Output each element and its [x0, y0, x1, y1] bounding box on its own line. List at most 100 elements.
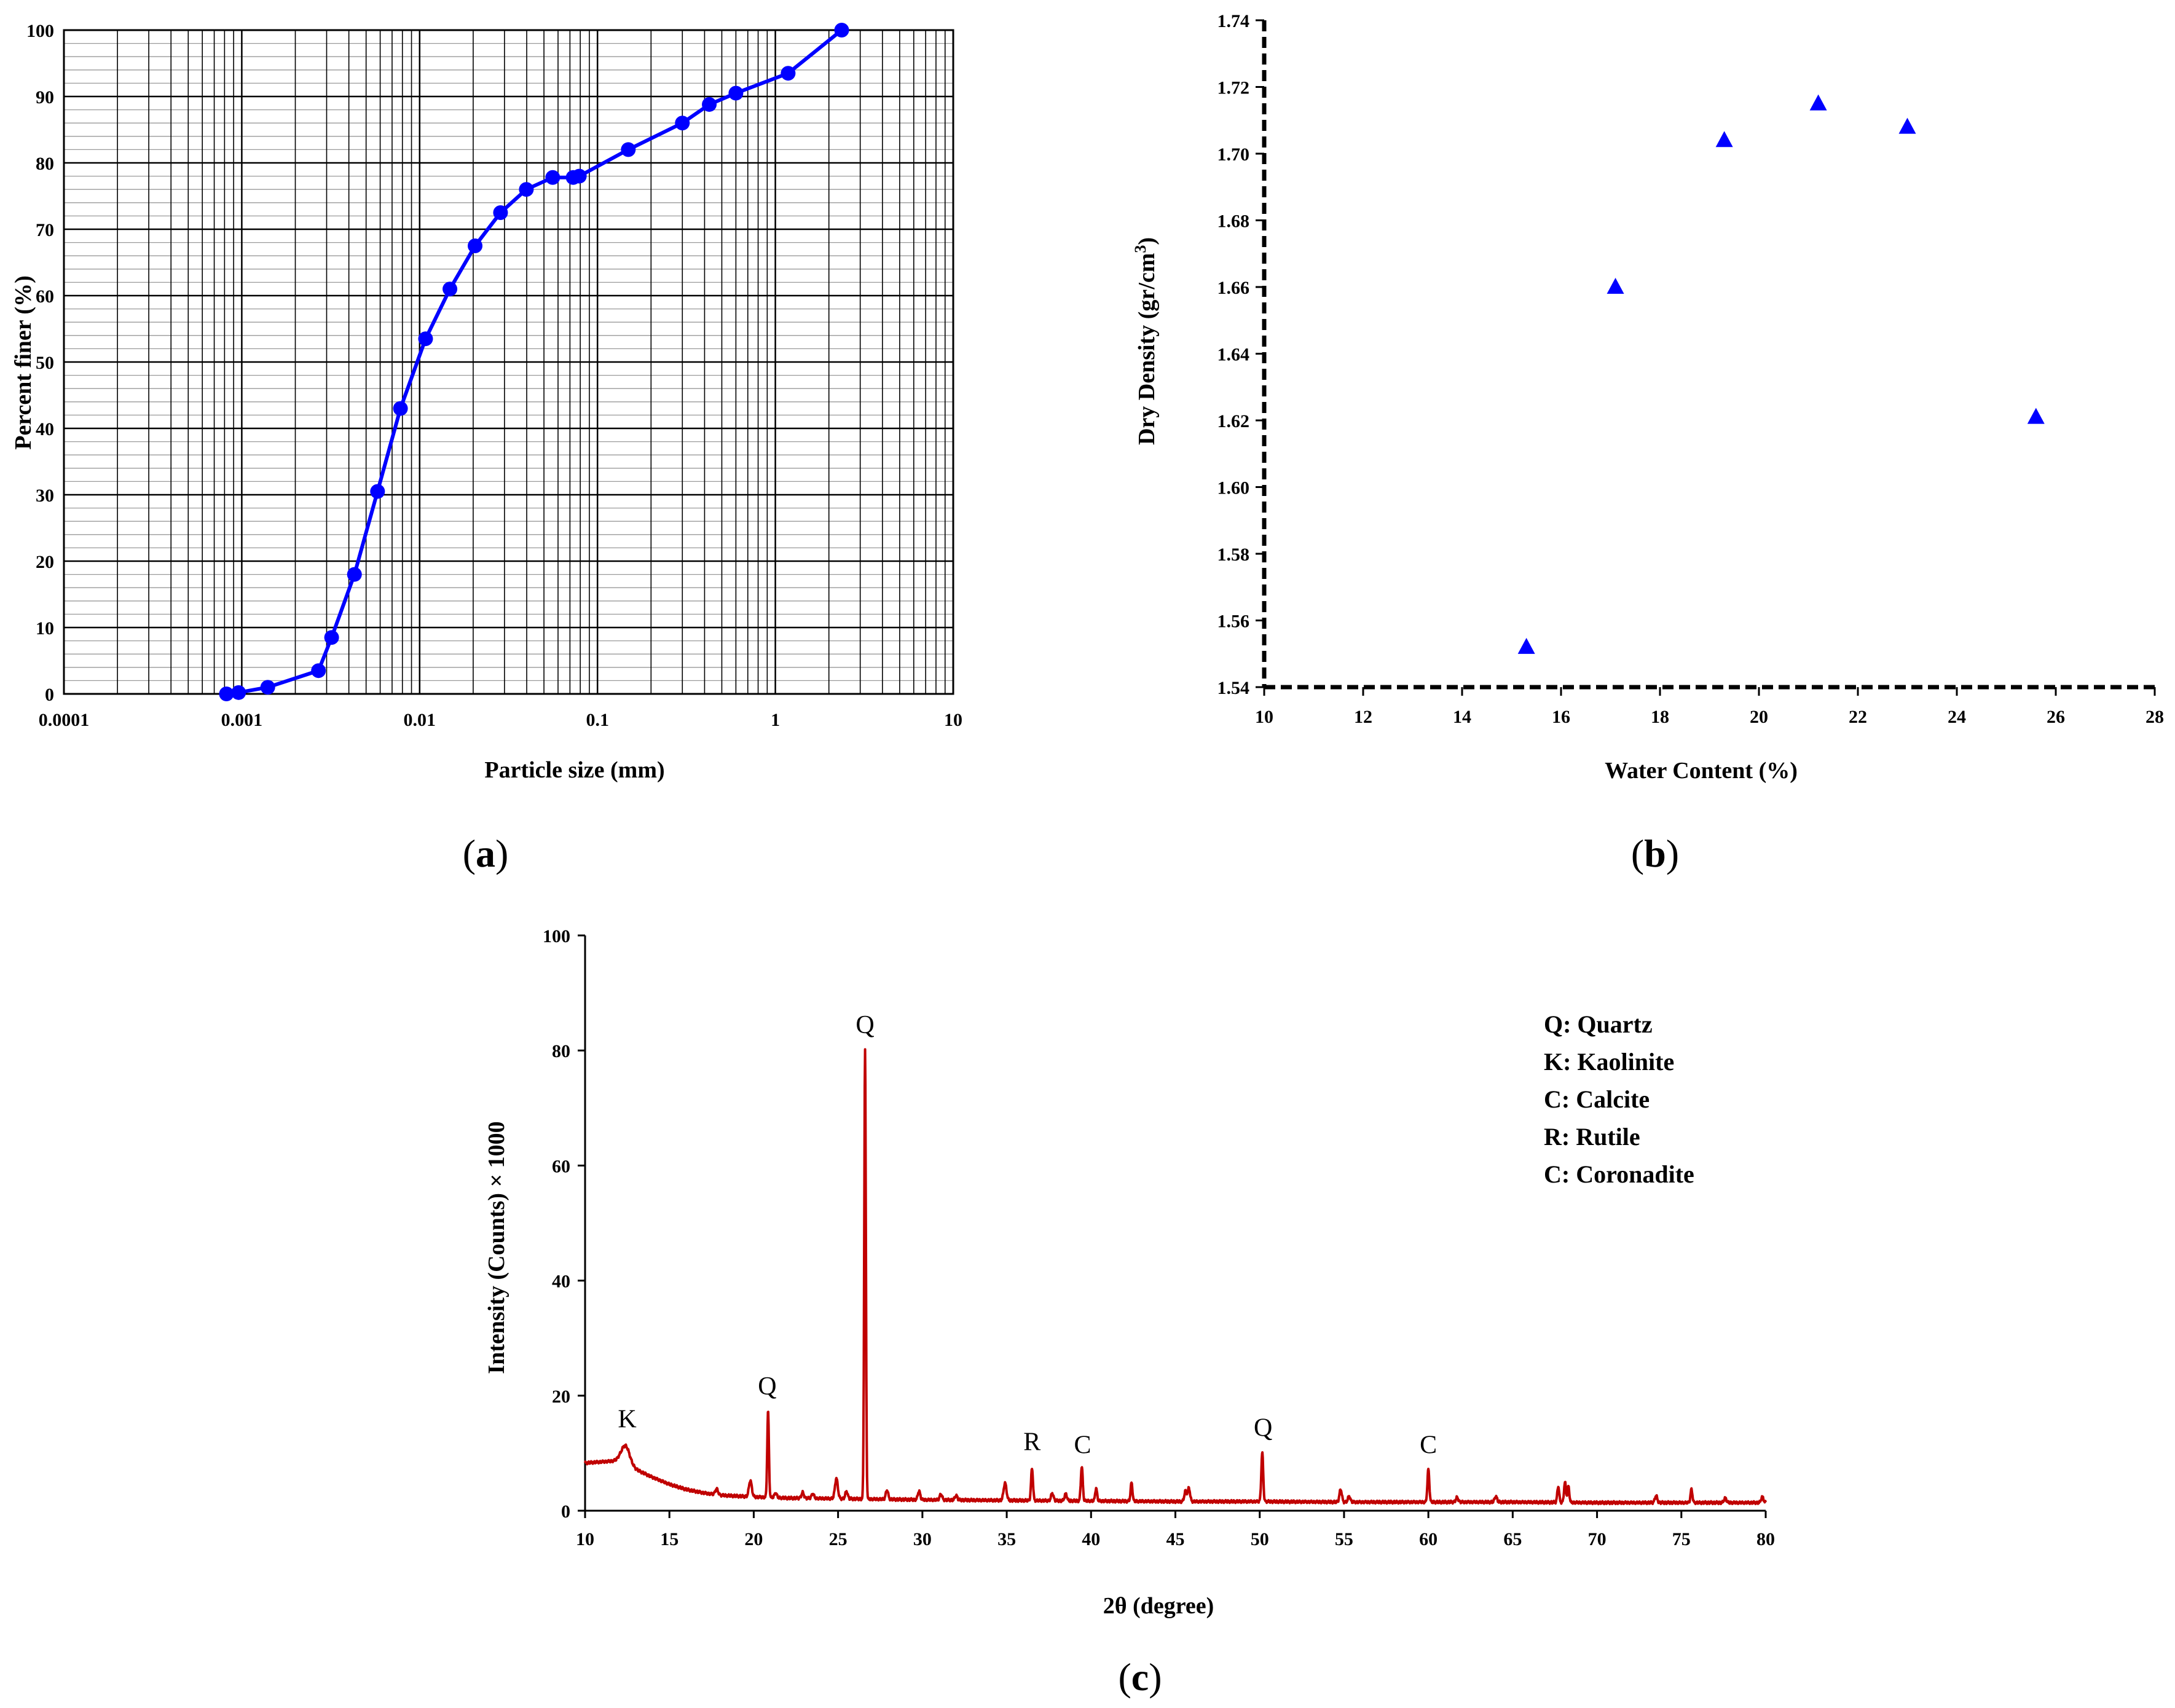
chart-b-xtick: 22: [1849, 707, 1867, 727]
chart-b-ytick: 1.66: [1217, 278, 1250, 298]
chart-a-gradation: 0.0001 0.001 0.01 0.1 1 100102030405060708090…: [10, 21, 962, 875]
chart-b-xtick: 16: [1552, 707, 1570, 727]
chart-a-point: [834, 23, 849, 37]
chart-a-point: [393, 401, 408, 416]
chart-c-xrd: 10 15 20 25 30 35 40 45 50 55 60 65 70 75 80 0 20 40 60 80 1…: [484, 926, 1775, 1699]
chart-c-xtick: 80: [1756, 1529, 1775, 1549]
chart-b-point: [1607, 278, 1624, 294]
chart-c-panel-label: (c): [1118, 1655, 1162, 1699]
chart-c-legend: Q: Quartz K: Kaolinite C: Calcite R: Rutile…: [1544, 1010, 1694, 1188]
chart-b-ytick: 1.74: [1217, 11, 1250, 31]
chart-a-point: [219, 687, 234, 701]
chart-a-ytick: 10: [36, 618, 54, 639]
chart-c-ytick: 40: [552, 1272, 570, 1292]
chart-c-peak-label: Q: [855, 1011, 874, 1039]
chart-a-point: [621, 142, 636, 157]
chart-b-ytick: 1.58: [1217, 545, 1250, 565]
chart-c-peak-label: Q: [1254, 1414, 1272, 1442]
chart-b-xlabel: Water Content (%): [1605, 758, 1798, 784]
chart-c-ytick: 100: [543, 926, 570, 946]
chart-c-xtick: 45: [1166, 1529, 1185, 1549]
chart-b-ylabel: Dry Density (gr/cm3): [1131, 237, 1160, 445]
chart-a-ytick: 30: [36, 486, 54, 506]
chart-b-xtick: 10: [1255, 707, 1273, 727]
chart-c-ytick: 80: [552, 1041, 570, 1061]
chart-b-series: [1517, 94, 2045, 654]
chart-a-point: [493, 205, 508, 220]
chart-b-point: [1809, 94, 1827, 111]
chart-a-point: [260, 680, 275, 695]
chart-c-xtick: 70: [1588, 1529, 1607, 1549]
chart-a-point: [370, 484, 385, 499]
chart-c-ytick: 60: [552, 1156, 570, 1176]
chart-c-ytick: 20: [552, 1387, 570, 1407]
chart-c-legend-entry: K: Kaolinite: [1544, 1048, 1674, 1076]
chart-b-point: [1715, 131, 1733, 148]
chart-a-xlabel: Particle size (mm): [484, 757, 664, 783]
chart-a-ytick: 20: [36, 552, 54, 572]
chart-c-xtick: 40: [1082, 1529, 1100, 1549]
chart-a-point: [418, 331, 433, 347]
chart-b-ytick: 1.60: [1217, 478, 1250, 498]
chart-c-xtick: 15: [660, 1529, 678, 1549]
chart-a-point: [442, 281, 458, 297]
chart-a-point: [781, 66, 796, 81]
chart-a-xtick: 10: [944, 710, 962, 730]
chart-a-point: [519, 182, 534, 197]
chart-c-xlabel: 2θ (degree): [1103, 1593, 1214, 1619]
chart-a-ytick: 80: [36, 154, 54, 174]
chart-a-point: [572, 168, 587, 184]
chart-c-legend-entry: Q: Quartz: [1544, 1010, 1653, 1038]
chart-b-ytick: 1.64: [1217, 345, 1250, 365]
chart-b-xtick: 14: [1453, 707, 1471, 727]
chart-b-point: [1517, 637, 1535, 654]
chart-c-ylabel: Intensity (Counts) × 1000: [484, 1121, 509, 1374]
chart-a-point: [468, 238, 483, 253]
chart-c-xtick: 65: [1503, 1529, 1522, 1549]
chart-b-xtick: 26: [2047, 707, 2065, 727]
chart-a-point: [702, 96, 717, 112]
chart-c-xtick: 55: [1335, 1529, 1353, 1549]
chart-c-xtick: 60: [1419, 1529, 1438, 1549]
chart-c-peak-label: R: [1023, 1428, 1040, 1457]
chart-a-point: [231, 685, 246, 700]
chart-a-ytick: 60: [36, 286, 54, 307]
chart-b-xtick: 12: [1354, 707, 1372, 727]
chart-a-point: [324, 630, 339, 645]
chart-c-xtick: 35: [997, 1529, 1016, 1549]
chart-b-compaction: 10 12 14 16 18 20 22 24 26 28 1.54 1.56 1.58 1.60 1.62…: [1131, 11, 2164, 875]
chart-a-point: [728, 85, 744, 101]
chart-a-ytick: 50: [36, 353, 54, 373]
chart-a-line: [226, 28, 843, 696]
chart-a-point: [545, 170, 560, 185]
chart-a-point: [347, 567, 362, 582]
chart-b-xtick: 18: [1651, 707, 1669, 727]
chart-a-ytick: 0: [45, 685, 54, 705]
chart-c-xtick: 10: [576, 1529, 594, 1549]
chart-c-peak-label: C: [1420, 1431, 1437, 1459]
chart-c-xtick: 30: [913, 1529, 932, 1549]
chart-a-xtick: 1: [771, 710, 780, 730]
chart-c-legend-entry: C: Coronadite: [1544, 1160, 1694, 1188]
chart-c-series: [584, 1048, 1767, 1506]
chart-c-legend-entry: R: Rutile: [1544, 1123, 1640, 1151]
chart-b-ytick: 1.70: [1217, 144, 1250, 165]
chart-b-tick-labels: 10 12 14 16 18 20 22 24 26 28 1.54 1.56 1.58 1.60 1.62…: [1217, 11, 2165, 727]
chart-b-xtick: 20: [1750, 707, 1768, 727]
chart-a-xtick: 0.01: [404, 710, 436, 730]
chart-a-ytick: 90: [36, 87, 54, 108]
chart-b-ytick: 1.68: [1217, 211, 1250, 232]
chart-b-point: [1898, 117, 1916, 134]
chart-a-panel-label: (a): [463, 832, 509, 875]
chart-a-tick-labels: 0.0001 0.001 0.01 0.1 1 100102030405060708090…: [26, 21, 962, 730]
chart-c-xtick: 25: [829, 1529, 848, 1549]
chart-c-peak-label: C: [1074, 1431, 1091, 1459]
chart-b-xtick: 24: [1948, 707, 1966, 727]
chart-b-axes: [1262, 20, 2155, 690]
chart-a-ytick: 70: [36, 220, 54, 240]
chart-a-point: [675, 116, 690, 131]
chart-a-xtick: 0.0001: [39, 710, 90, 730]
chart-c-xtick: 75: [1672, 1529, 1691, 1549]
chart-a-xtick: 0.1: [586, 710, 609, 730]
chart-c-xtick: 20: [744, 1529, 763, 1549]
